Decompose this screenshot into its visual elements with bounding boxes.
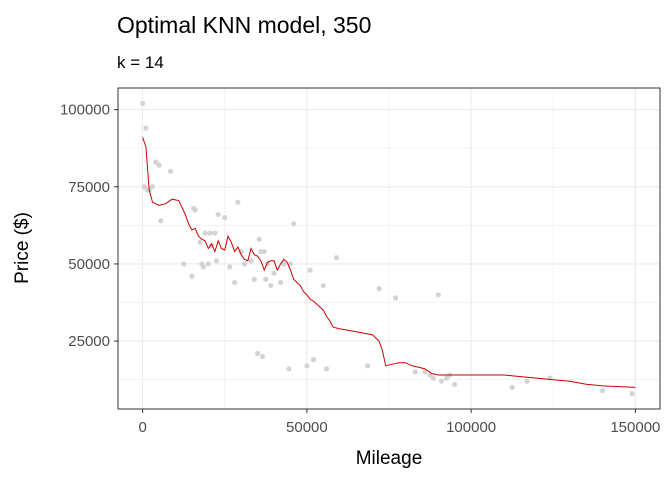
data-point — [435, 292, 441, 298]
data-point — [189, 273, 195, 279]
data-point — [392, 295, 399, 301]
data-point — [202, 230, 208, 236]
data-point — [181, 261, 187, 267]
data-point — [153, 159, 159, 165]
data-point — [222, 215, 228, 221]
data-point — [509, 384, 515, 390]
data-point — [452, 381, 458, 387]
data-point — [281, 261, 287, 267]
y-tick-label: 75000 — [68, 179, 110, 196]
knn-fit-line-group — [142, 137, 636, 388]
y-tick-label: 25000 — [68, 333, 110, 350]
data-point — [143, 125, 149, 131]
y-axis: 25000 50000 75000 100000 — [60, 102, 118, 350]
data-point — [197, 239, 203, 245]
data-point — [443, 375, 450, 381]
data-point — [320, 282, 326, 289]
data-point — [261, 248, 267, 255]
data-point — [412, 369, 418, 375]
data-point — [629, 390, 635, 397]
data-point — [365, 363, 371, 369]
x-tick-label: 100000 — [446, 419, 496, 436]
x-tick-label: 0 — [138, 419, 146, 436]
data-point — [149, 184, 156, 190]
data-point — [241, 261, 248, 267]
data-point — [286, 366, 292, 372]
data-point — [255, 350, 261, 357]
knn-fit-line — [142, 137, 636, 388]
y-axis-label: Price ($) — [12, 212, 33, 284]
data-point — [213, 258, 220, 264]
grid-minor — [118, 88, 660, 409]
data-point — [140, 100, 146, 107]
data-point — [207, 230, 213, 236]
data-point — [323, 366, 330, 372]
data-point — [141, 184, 147, 190]
data-point — [200, 264, 207, 270]
data-point — [158, 218, 164, 224]
data-point — [287, 261, 294, 267]
data-point — [205, 261, 211, 267]
data-point — [227, 264, 233, 270]
data-point — [376, 286, 382, 292]
data-point — [167, 168, 174, 174]
grid-major — [118, 88, 660, 409]
data-point — [430, 375, 436, 381]
data-point — [333, 255, 340, 261]
data-point — [235, 199, 241, 205]
data-point — [232, 279, 238, 286]
data-point — [310, 357, 317, 363]
data-point — [263, 276, 269, 282]
data-point — [271, 270, 277, 276]
data-point — [422, 369, 428, 375]
data-point — [307, 267, 313, 273]
data-point — [268, 282, 274, 289]
data-point — [215, 211, 221, 218]
x-tick-label: 150000 — [610, 419, 660, 436]
y-tick-label: 50000 — [68, 256, 110, 273]
data-point — [259, 353, 266, 360]
x-tick-label: 50000 — [286, 419, 328, 436]
chart-subtitle: k = 14 — [117, 53, 164, 72]
data-point — [304, 363, 310, 369]
data-point — [438, 378, 445, 384]
x-axis-label: Mileage — [356, 448, 423, 469]
data-point — [251, 276, 257, 282]
data-point — [599, 387, 606, 394]
data-point — [256, 236, 262, 242]
x-axis: 0 50000 100000 150000 — [138, 409, 660, 436]
data-points — [140, 100, 635, 397]
chart-title: Optimal KNN model, 350 — [117, 12, 371, 38]
panel-border — [117, 87, 661, 410]
data-point — [192, 207, 198, 213]
data-point — [248, 258, 254, 264]
data-point — [524, 378, 530, 384]
data-point — [156, 162, 162, 168]
data-point — [291, 221, 297, 227]
data-point — [278, 279, 284, 286]
y-tick-label: 100000 — [60, 102, 110, 119]
data-point — [212, 230, 218, 236]
